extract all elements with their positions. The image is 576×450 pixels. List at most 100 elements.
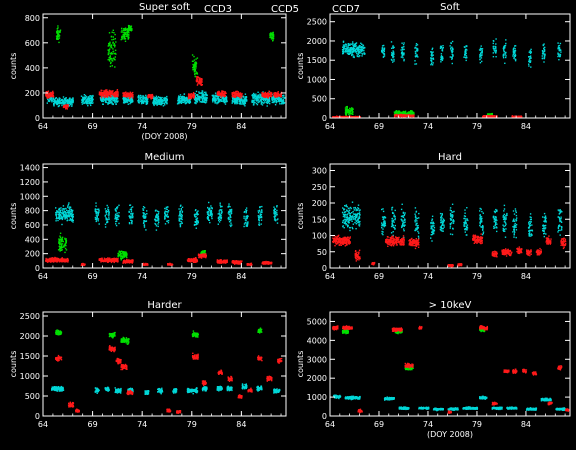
data-point: [158, 102, 160, 104]
data-point: [142, 100, 144, 102]
data-point: [84, 101, 86, 104]
data-point: [65, 99, 67, 101]
data-point: [121, 35, 123, 37]
data-point: [269, 33, 272, 35]
data-point: [381, 48, 384, 50]
data-point: [145, 102, 148, 105]
data-point: [194, 95, 196, 97]
data-point: [512, 55, 514, 57]
x-tick-label: 69: [374, 122, 384, 131]
data-point: [110, 35, 113, 38]
data-point: [275, 101, 278, 103]
data-point: [205, 94, 207, 97]
data-point: [104, 96, 106, 98]
data-point: [179, 210, 181, 212]
data-point: [102, 100, 104, 103]
data-point: [65, 213, 67, 215]
data-point: [432, 51, 434, 53]
data-point: [558, 53, 560, 55]
data-point: [153, 102, 155, 104]
data-point: [348, 113, 350, 115]
data-point: [214, 92, 217, 94]
data-point: [129, 95, 131, 97]
data-point: [204, 96, 206, 98]
data-point: [189, 101, 191, 103]
data-point: [200, 80, 202, 83]
data-point: [107, 208, 109, 210]
data-point: [101, 92, 104, 95]
data-point: [362, 46, 364, 48]
data-point: [143, 221, 145, 223]
data-point: [274, 101, 276, 103]
data-point: [196, 101, 199, 103]
data-point: [158, 211, 160, 213]
data-point: [414, 52, 417, 54]
data-point: [63, 106, 65, 108]
data-point: [127, 94, 129, 97]
data-point: [156, 214, 158, 216]
data-point: [180, 209, 183, 211]
data-point: [356, 116, 358, 118]
data-point: [70, 98, 72, 100]
data-point: [189, 98, 192, 101]
data-point: [56, 213, 58, 216]
data-point: [252, 97, 254, 99]
data-point: [70, 102, 72, 104]
data-point: [193, 64, 195, 67]
data-point: [212, 95, 214, 97]
data-point: [96, 215, 98, 218]
data-point: [192, 60, 194, 62]
data-point: [392, 55, 395, 58]
data-point: [112, 100, 114, 102]
data-point: [495, 38, 497, 40]
data-point: [128, 100, 131, 102]
data-point: [271, 97, 273, 100]
data-point: [58, 100, 61, 103]
data-point: [104, 226, 107, 228]
data-point: [205, 93, 207, 95]
data-point: [251, 99, 254, 102]
data-point: [130, 210, 133, 213]
data-point: [392, 52, 395, 54]
data-point: [165, 206, 168, 208]
data-point: [359, 44, 361, 47]
data-point: [530, 50, 532, 53]
data-point: [127, 103, 129, 105]
data-point: [245, 96, 248, 98]
data-point: [235, 98, 237, 100]
data-point: [110, 57, 112, 59]
data-point: [114, 101, 116, 103]
data-point: [344, 44, 346, 46]
point-cluster: [231, 90, 243, 99]
data-point: [114, 100, 116, 102]
data-point: [69, 103, 72, 105]
data-point: [212, 101, 214, 103]
data-point: [451, 57, 453, 59]
y-axis-label: counts: [9, 203, 18, 230]
data-point: [493, 49, 495, 51]
data-point: [66, 100, 68, 102]
data-point: [108, 51, 110, 53]
data-point: [82, 102, 85, 104]
data-point: [92, 94, 94, 97]
data-point: [156, 99, 158, 101]
data-point: [192, 92, 195, 94]
data-point: [353, 47, 355, 49]
data-point: [109, 58, 111, 60]
data-point: [283, 96, 286, 99]
data-point: [144, 216, 147, 218]
data-point: [410, 110, 412, 112]
data-point: [142, 97, 144, 99]
data-point: [102, 98, 105, 101]
data-point: [110, 101, 112, 104]
data-point: [114, 46, 116, 48]
data-point: [53, 98, 55, 100]
data-point: [451, 51, 453, 53]
data-point: [195, 72, 198, 75]
data-point: [222, 100, 225, 102]
data-point: [127, 30, 130, 33]
data-point: [180, 208, 182, 210]
data-point: [178, 220, 180, 222]
data-point: [106, 96, 109, 98]
data-point: [58, 97, 60, 99]
